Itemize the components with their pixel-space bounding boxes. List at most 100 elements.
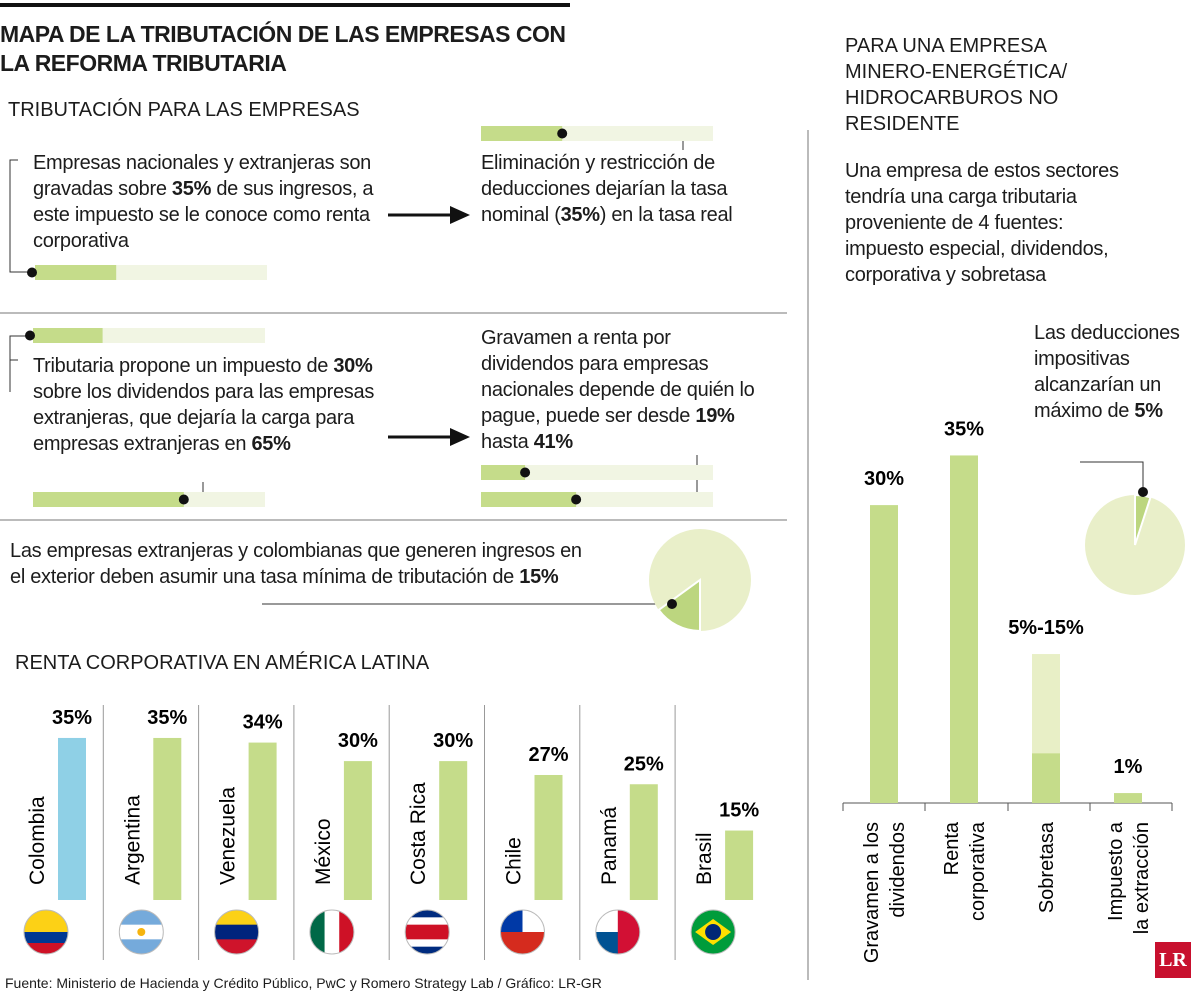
bar	[1032, 753, 1060, 803]
flag-stripe	[405, 939, 450, 948]
flag-stripe	[214, 910, 259, 926]
highlight: 35%	[171, 178, 212, 200]
text: de sus ingresos, a este impuesto se le c…	[33, 178, 374, 252]
bar	[481, 126, 563, 141]
paragraph: Las empresas extranjeras y colombianas q…	[10, 538, 600, 590]
bar	[870, 505, 898, 803]
text: Empresas nacionales y extranjeras son gr…	[33, 152, 371, 200]
dot	[25, 330, 35, 341]
category-label: Gravamen a los	[861, 822, 883, 963]
flag-stripe	[405, 924, 450, 933]
flag-stripe	[24, 943, 68, 954]
flag-border	[404, 909, 450, 955]
flag-border	[214, 909, 260, 955]
paragraph: Empresas nacionales y extranjeras son gr…	[33, 150, 403, 254]
flag-stripe	[309, 910, 326, 954]
highlight: 35%	[560, 204, 600, 226]
value-label: 35%	[52, 707, 92, 729]
text: Gravamen a renta por dividendos para emp…	[481, 327, 755, 427]
dot	[557, 128, 568, 139]
flag-border	[309, 909, 355, 955]
value-label: 25%	[624, 753, 664, 775]
section-heading: TRIBUTACIÓN PARA LAS EMPRESAS	[8, 99, 360, 121]
dot	[178, 494, 189, 505]
flag-border	[500, 909, 545, 955]
paragraph: Una empresa de estos sectores tendría un…	[845, 160, 1119, 286]
highlight: 41%	[533, 431, 573, 453]
paragraph: Eliminación y restricción de deducciones…	[481, 150, 756, 228]
highlight: 15%	[519, 566, 559, 588]
value-label: 1%	[1114, 756, 1143, 778]
value-label: 5%-15%	[1008, 617, 1084, 639]
highlight: 65%	[251, 433, 291, 455]
highlight: 19%	[695, 405, 735, 427]
logo: LR	[1155, 942, 1191, 978]
dot	[571, 494, 582, 505]
flag	[691, 910, 736, 954]
category-label: Panamá	[598, 806, 621, 885]
arrow-head	[450, 206, 470, 224]
flag-stripe	[119, 910, 164, 926]
bar	[481, 465, 526, 480]
paragraph: Las deducciones impositivas alcanzarían …	[1034, 320, 1194, 424]
text: hasta	[481, 431, 534, 453]
highlight: 5%	[1134, 400, 1163, 422]
category-label: Costa Rica	[407, 782, 430, 885]
value-label: 34%	[243, 712, 283, 734]
text: sobre los dividendos para las empresas e…	[33, 381, 375, 455]
section-heading: PARA UNA EMPRESA MINERO-ENERGÉTICA/ HIDR…	[845, 35, 1068, 135]
bar	[481, 492, 577, 507]
category-label: Sobretasa	[1036, 821, 1058, 913]
arrow-head	[450, 428, 470, 446]
text: Las empresas extranjeras y colombianas q…	[10, 540, 582, 588]
flag-stripe	[214, 924, 259, 940]
paragraph: Gravamen a renta por dividendos para emp…	[481, 325, 766, 455]
value-label: 30%	[864, 468, 904, 490]
flag-stripe	[405, 917, 450, 926]
chart-title: RENTA CORPORATIVA EN AMÉRICA LATINA	[15, 652, 430, 674]
flag-stripe	[214, 939, 259, 954]
bar	[629, 784, 658, 900]
bar	[58, 737, 86, 900]
flag-stripe	[339, 910, 354, 954]
flag-stripe	[24, 921, 68, 933]
category-label: Brasil	[693, 832, 716, 885]
dot	[27, 267, 37, 278]
flag	[309, 910, 354, 954]
value-label: 15%	[719, 800, 759, 822]
flag-border	[118, 909, 164, 955]
text: Las deducciones impositivas alcanzarían …	[1034, 322, 1180, 422]
text: Eliminación y restricción de deducciones…	[481, 152, 728, 226]
category-label: Impuesto a	[1105, 821, 1127, 921]
bar	[343, 761, 372, 900]
value-label: 35%	[944, 418, 984, 440]
text: ) en la tasa real	[599, 204, 733, 226]
flag-border	[23, 909, 69, 955]
category-label: Chile	[503, 837, 526, 885]
arrows	[388, 213, 452, 439]
value-label: 30%	[433, 730, 473, 752]
bar	[950, 455, 978, 803]
flag	[24, 910, 68, 954]
category-label: Colombia	[26, 796, 49, 885]
bar	[534, 774, 563, 900]
flag-sun	[137, 928, 146, 936]
flag-disc	[705, 924, 722, 940]
bar	[248, 742, 277, 900]
flag	[214, 910, 259, 954]
text: Tributaria propone un impuesto de	[33, 355, 334, 377]
category-label: Renta	[941, 821, 963, 875]
pie-slice	[657, 578, 701, 633]
category-label: Argentina	[121, 795, 144, 885]
category-label: la extracción	[1131, 822, 1153, 934]
bar	[35, 265, 117, 280]
flag	[119, 910, 164, 954]
paragraph: Tributaria propone un impuesto de 30% so…	[33, 353, 403, 457]
bar	[33, 492, 184, 507]
value-label: 35%	[147, 707, 187, 729]
flag-stripe	[24, 910, 68, 922]
bar	[725, 830, 754, 900]
